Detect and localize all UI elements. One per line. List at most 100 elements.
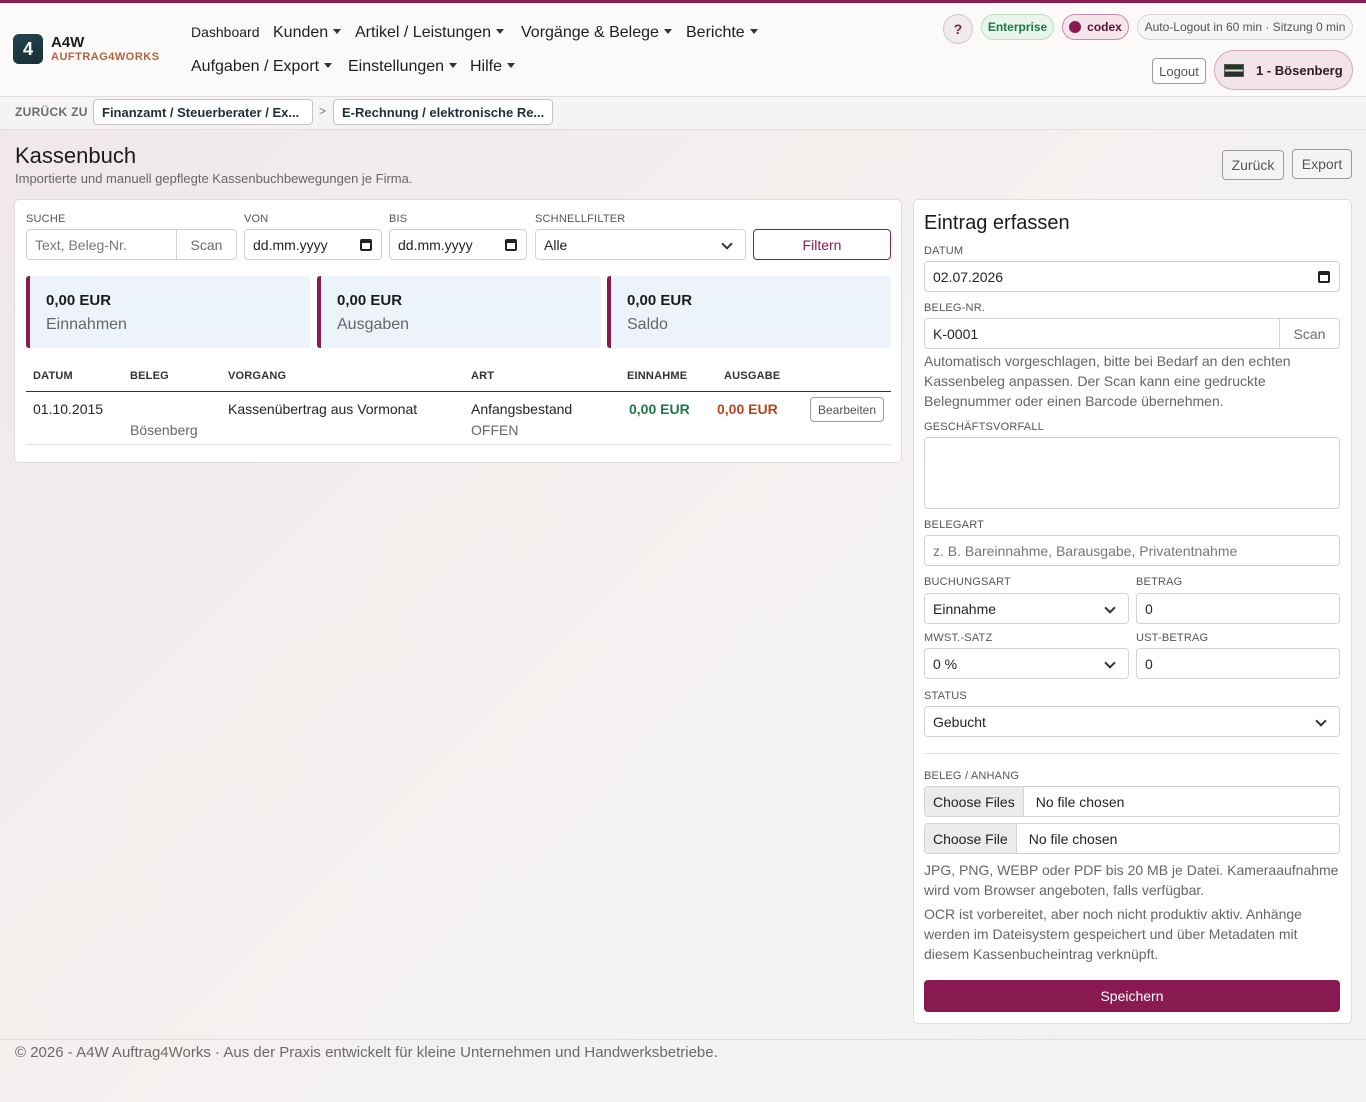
file-input-camera[interactable]: Choose File No file chosen [924,823,1340,854]
column-header-vorgang: VORGANG [228,370,287,382]
brand-logo[interactable]: 4 A4W AUFTRAG4WORKS [13,34,160,64]
cell-datum: 01.10.2015 [33,401,104,417]
save-button[interactable]: Speichern [924,980,1340,1012]
file-input-multiple[interactable]: Choose Files No file chosen [924,786,1340,817]
page-title: Kassenbuch [15,143,137,168]
cell-ausgabe: 0,00 EUR [717,401,778,417]
cell-beleg: Bösenberg [130,422,198,438]
nav-vorgaenge[interactable]: Vorgänge & Belege [521,24,672,42]
calendar-icon[interactable] [1318,271,1330,283]
status-select[interactable]: Gebucht [924,706,1340,737]
quickfilter-label: SCHNELLFILTER [535,213,626,225]
table-row-rule [26,444,891,445]
cell-art: Anfangsbestand [471,401,573,417]
search-scan-button[interactable]: Scan [176,229,237,260]
column-header-beleg: BELEG [130,370,169,382]
stat-value: 0,00 EUR [46,292,112,309]
breadcrumb-item-erechnung[interactable]: E-Rechnung / elektronische Re... [333,99,553,125]
from-label: VON [244,213,269,225]
beleg-nr-input[interactable]: K-0001 [924,318,1280,349]
betrag-label: BETRAG [1136,576,1183,588]
column-header-ausgabe: AUSGABE [724,370,781,382]
edit-button[interactable]: Bearbeiten [810,397,884,422]
form-divider [924,753,1340,754]
nav-berichte[interactable]: Berichte [686,24,758,42]
chevron-down-icon [749,29,758,34]
mwst-select[interactable]: 0 % [924,648,1129,679]
choose-file-button[interactable]: Choose File [925,824,1017,853]
plan-badge: Enterprise [981,14,1054,40]
top-accent-line [0,0,1366,3]
breadcrumb-item-finanzamt[interactable]: Finanzamt / Steuerberater / Ex... [93,99,313,125]
mwst-label: MWST.-SATZ [924,632,993,644]
nav-aufgaben[interactable]: Aufgaben / Export [191,58,333,76]
file-status-text: No file chosen [1028,830,1118,847]
calendar-icon[interactable] [505,239,517,251]
from-date-input[interactable]: dd.mm.yyyy [244,229,382,260]
geschaeftsvorfall-label: GESCHÄFTSVORFALL [924,421,1044,433]
cell-vorgang: Kassenübertrag aus Vormonat [228,401,418,417]
export-button[interactable]: Export [1292,149,1352,179]
chevron-down-icon [1315,715,1327,727]
help-button[interactable]: ? [943,14,973,44]
brand-subtitle: AUFTRAG4WORKS [51,51,160,63]
nav-dashboard[interactable]: Dashboard [191,24,260,40]
column-header-einnahme: EINNAHME [627,370,688,382]
stat-label: Saldo [627,316,668,333]
quickfilter-select[interactable]: Alle [535,229,746,260]
page-subtitle: Importierte und manuell gepflegte Kassen… [15,171,413,186]
nav-artikel[interactable]: Artikel / Leistungen [355,24,505,42]
chevron-down-icon [496,29,505,34]
ust-label: UST-BETRAG [1136,632,1209,644]
footer-text: © 2026 - A4W Auftrag4Works · Aus der Pra… [15,1044,718,1061]
beleg-nr-help: Automatisch vorgeschlagen, bitte bei Bed… [924,353,1291,409]
betrag-input[interactable]: 0 [1136,593,1340,624]
breadcrumb: ZURÜCK ZU Finanzamt / Steuerberater / Ex… [0,97,1366,130]
status-label: STATUS [924,690,967,702]
company-switcher[interactable]: 1 - Bösenberg [1214,50,1353,90]
top-navigation-bar: 4 A4W AUFTRAG4WORKS Dashboard Kunden Art… [0,3,1366,97]
session-info: Auto-Logout in 60 min · Sitzung 0 min [1137,14,1353,40]
stat-label: Einnahmen [46,316,127,333]
cell-einnahme: 0,00 EUR [629,401,690,417]
beleg-scan-button[interactable]: Scan [1279,318,1340,349]
brand-title: A4W [51,34,85,51]
datum-input[interactable]: 02.07.2026 [924,261,1340,292]
stat-ausgaben: 0,00 EUR Ausgaben [317,276,601,348]
stat-value: 0,00 EUR [627,292,693,309]
logout-button[interactable]: Logout [1152,58,1206,84]
ust-input[interactable]: 0 [1136,648,1340,679]
table-header-rule [26,391,891,392]
calendar-icon[interactable] [360,239,372,251]
nav-hilfe[interactable]: Hilfe [470,58,516,76]
anhang-label: BELEG / ANHANG [924,770,1020,782]
back-button[interactable]: Zurück [1222,150,1284,180]
nav-einstellungen[interactable]: Einstellungen [348,58,458,76]
geschaeftsvorfall-textarea[interactable] [924,437,1340,509]
belegart-input[interactable]: z. B. Bareinnahme, Barausgabe, Privatent… [924,535,1340,566]
file-help: JPG, PNG, WEBP oder PDF bis 20 MB je Dat… [924,862,1339,898]
user-status-icon [1069,21,1082,33]
user-badge[interactable]: codex [1062,14,1129,40]
chevron-down-icon [663,29,672,34]
chevron-down-icon [721,238,733,250]
stat-einnahmen: 0,00 EUR Einnahmen [26,276,310,348]
company-flag-icon [1224,63,1244,77]
nav-kunden[interactable]: Kunden [273,24,342,42]
filter-button[interactable]: Filtern [753,229,891,260]
search-input[interactable]: Text, Beleg-Nr. [26,229,177,260]
chevron-down-icon [507,63,516,68]
search-label: SUCHE [26,213,66,225]
breadcrumb-label: ZURÜCK ZU [15,105,88,119]
column-header-datum: DATUM [33,370,73,382]
to-date-input[interactable]: dd.mm.yyyy [389,229,527,260]
column-header-art: ART [471,370,495,382]
chevron-down-icon [449,63,458,68]
datum-label: DATUM [924,245,964,257]
form-title: Eintrag erfassen [924,212,1070,234]
buchungsart-select[interactable]: Einnahme [924,593,1129,624]
stat-value: 0,00 EUR [337,292,403,309]
breadcrumb-separator: > [319,104,327,118]
choose-files-button[interactable]: Choose Files [925,787,1024,816]
chevron-down-icon [324,63,333,68]
